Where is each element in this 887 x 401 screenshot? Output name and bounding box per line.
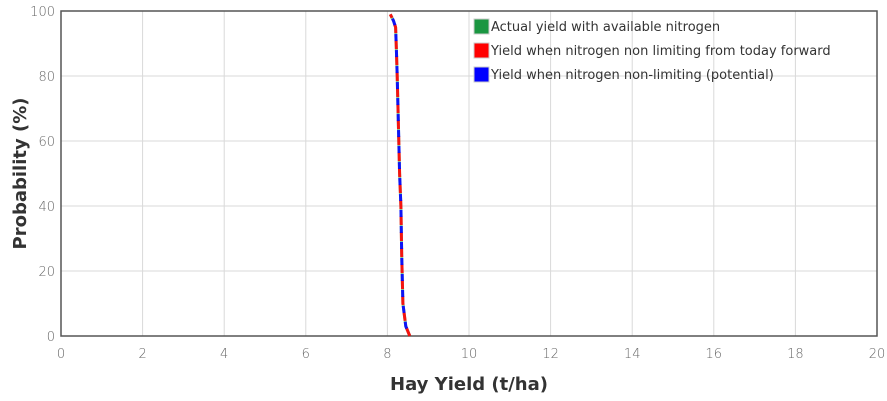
y-tick-label: 100 <box>30 5 55 20</box>
y-tick-label: 80 <box>38 70 55 85</box>
y-tick-labels: 0 20 40 60 80 100 <box>30 5 55 345</box>
series-lines <box>388 13 412 337</box>
x-tick-label: 4 <box>220 347 228 362</box>
legend-label-3: Yield when nitrogen non-limiting (potent… <box>490 68 774 83</box>
legend-swatch-3 <box>473 66 490 83</box>
x-tick-label: 2 <box>138 347 146 362</box>
legend: Actual yield with available nitrogen Yiel… <box>473 18 831 83</box>
x-tick-label: 10 <box>461 347 478 362</box>
y-tick-label: 20 <box>38 265 55 280</box>
plot-border <box>60 10 878 337</box>
y-tick-label: 0 <box>47 330 55 345</box>
legend-label-1: Actual yield with available nitrogen <box>491 20 720 35</box>
grid <box>60 10 878 337</box>
x-tick-label: 18 <box>787 347 804 362</box>
y-tick-label: 60 <box>38 135 55 150</box>
legend-label-2: Yield when nitrogen non limiting from to… <box>490 44 831 59</box>
x-tick-labels: 0 2 4 6 8 10 12 14 16 18 20 <box>57 347 885 362</box>
legend-swatch-2 <box>473 42 490 59</box>
x-tick-label: 6 <box>302 347 310 362</box>
x-tick-label: 16 <box>706 347 723 362</box>
x-tick-label: 20 <box>869 347 886 362</box>
x-tick-label: 0 <box>57 347 65 362</box>
series-line-2 <box>388 13 412 337</box>
y-tick-label: 40 <box>38 200 55 215</box>
x-tick-label: 14 <box>624 347 641 362</box>
legend-swatch-1 <box>473 18 490 35</box>
x-axis-title: Hay Yield (t/ha) <box>390 374 548 395</box>
x-tick-label: 12 <box>542 347 559 362</box>
y-axis-title: Probability (%) <box>10 98 31 250</box>
x-tick-label: 8 <box>383 347 391 362</box>
